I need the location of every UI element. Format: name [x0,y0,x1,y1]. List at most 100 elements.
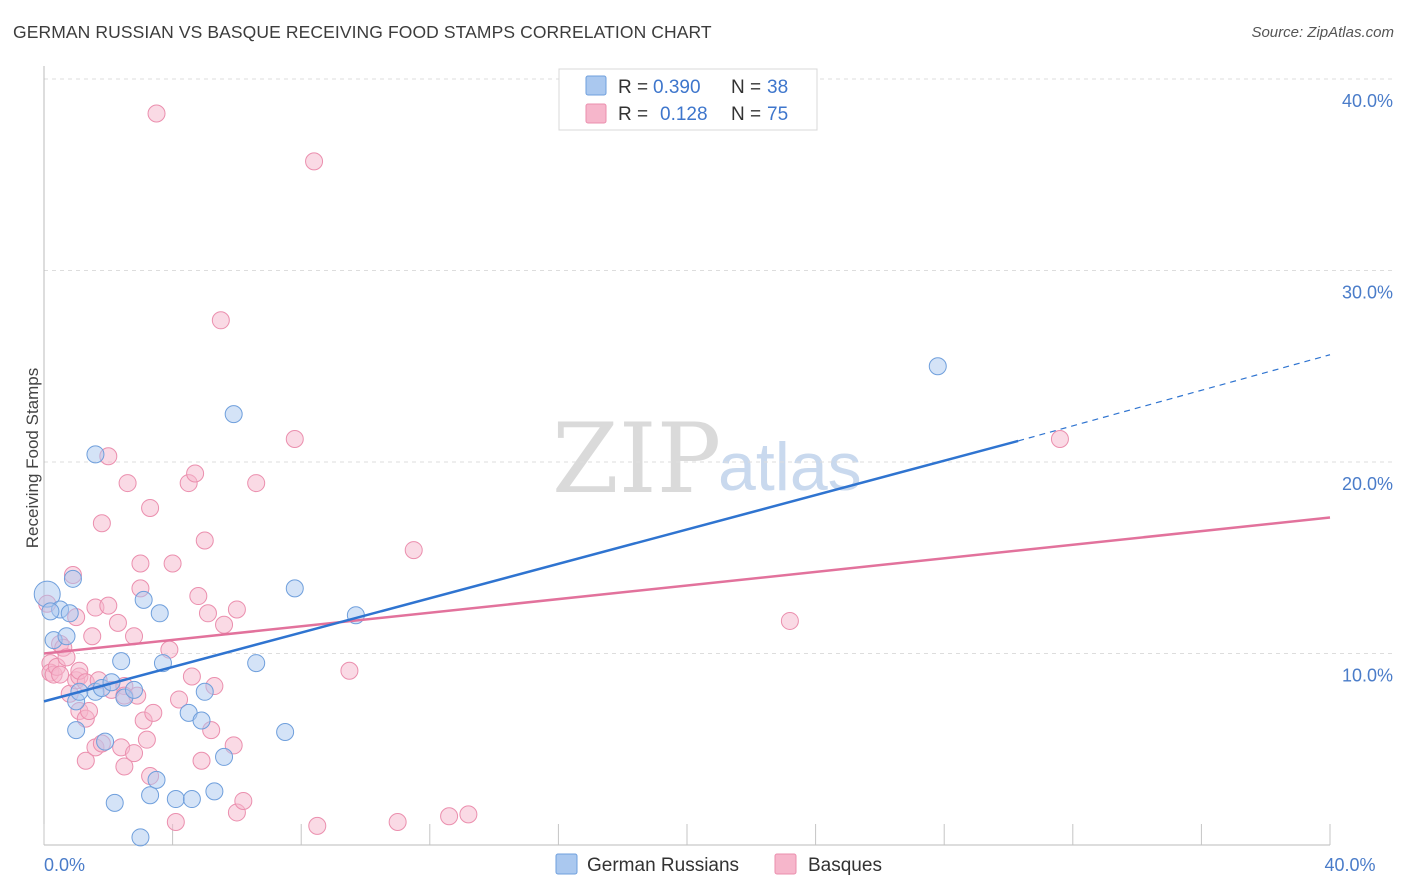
data-point-german-russians [41,602,60,621]
data-point-german-russians [205,782,224,801]
data-point-german-russians [215,747,234,766]
watermark-zip: ZIP [552,403,721,515]
data-point-basques [305,152,324,171]
bottom-legend-label-basques: Basques [808,855,882,876]
data-point-german-russians [60,604,79,623]
series-german-russians [33,357,947,847]
legend-r-value: 0.128 [660,104,708,125]
bottom-legend-label-german-russians: German Russians [587,855,739,876]
watermark-atlas: atlas [718,429,862,505]
trend-line-german-russians [43,439,1019,703]
data-point-german-russians [125,680,144,699]
data-point-basques [189,587,208,606]
data-point-basques [92,514,111,533]
data-point-basques [99,596,118,615]
data-point-basques [131,554,150,573]
data-point-german-russians [276,723,295,742]
legend-n-label: N = [731,104,761,125]
legend-swatch-german-russians [585,75,607,96]
y-axis-label: Receiving Food Stamps [23,368,42,548]
data-point-german-russians [195,682,214,701]
y-tick-label: 20.0% [1342,474,1393,494]
data-point-basques [198,604,217,623]
data-point-basques [459,805,478,824]
data-point-basques [227,600,246,619]
legend-n-label: N = [731,77,761,98]
data-point-basques [163,554,182,573]
data-point-basques [76,751,95,770]
data-point-basques [192,751,211,770]
legend-box: R = 0.390 N = 38 R = 0.128 N = 75 [558,68,818,131]
data-point-basques [1050,430,1069,449]
x-tick-label: 40.0% [1324,855,1375,875]
data-point-german-russians [112,652,131,671]
data-point-basques [166,813,185,832]
data-point-basques [247,474,266,493]
y-tick-label: 30.0% [1342,283,1393,303]
bottom-legend: German Russians Basques [555,853,882,876]
legend-r-label: R = [618,77,648,98]
data-point-basques [215,615,234,634]
data-point-german-russians [150,604,169,623]
legend-n-value: 75 [767,104,788,125]
data-point-german-russians [141,786,160,805]
legend-n-value: 38 [767,77,788,98]
data-point-basques [195,531,214,550]
data-point-basques [141,498,160,517]
data-point-basques [108,613,127,632]
data-point-german-russians [57,627,76,646]
data-point-basques [115,757,134,776]
data-point-basques [57,648,76,667]
data-point-basques [440,807,459,826]
data-point-german-russians [182,790,201,809]
data-point-basques [186,464,205,483]
data-point-basques [144,703,163,722]
y-tick-label: 40.0% [1342,91,1393,111]
bottom-legend-swatch-basques [774,853,797,875]
data-point-basques [83,627,102,646]
data-point-basques [234,791,253,810]
data-point-german-russians [63,569,82,588]
bottom-legend-swatch-german-russians [555,853,578,875]
data-point-basques [404,541,423,560]
data-point-german-russians [192,711,211,730]
data-point-basques [137,730,156,749]
data-point-german-russians [105,793,124,812]
data-point-basques [340,661,359,680]
data-point-basques [224,736,243,755]
data-point-basques [51,665,70,684]
data-point-basques [118,474,137,493]
legend-r-value: 0.390 [653,77,701,98]
chart-source: Source: ZipAtlas.com [1251,24,1394,41]
data-point-basques [308,816,327,835]
trend-lines [43,354,1331,703]
data-point-german-russians [224,405,243,424]
data-point-german-russians [134,590,153,609]
data-point-basques [285,430,304,449]
data-point-basques [80,701,99,720]
data-point-basques [125,744,144,763]
y-tick-label: 10.0% [1342,666,1393,686]
trend-line-german-russians-extrapolated [1017,354,1331,442]
trend-line-basques [43,516,1331,655]
data-point-german-russians [131,828,150,847]
data-point-basques [182,667,201,686]
data-point-german-russians [247,654,266,673]
legend-swatch-basques [585,103,607,124]
data-point-basques [170,690,189,709]
data-point-german-russians [147,770,166,789]
axis-ticks: 10.0% 20.0% 30.0% 40.0% 0.0% 40.0% [43,91,1393,875]
chart-title: GERMAN RUSSIAN VS BASQUE RECEIVING FOOD … [13,22,712,42]
data-point-german-russians [86,445,105,464]
grid-lines [44,78,1392,654]
data-point-basques [388,813,407,832]
data-point-german-russians [928,357,947,376]
data-point-basques [780,611,799,630]
x-tick-label: 0.0% [44,855,85,875]
legend-r-label: R = [618,104,648,125]
data-point-german-russians [166,790,185,809]
data-point-basques [147,104,166,123]
data-point-german-russians [96,732,115,751]
data-point-basques [211,311,230,330]
